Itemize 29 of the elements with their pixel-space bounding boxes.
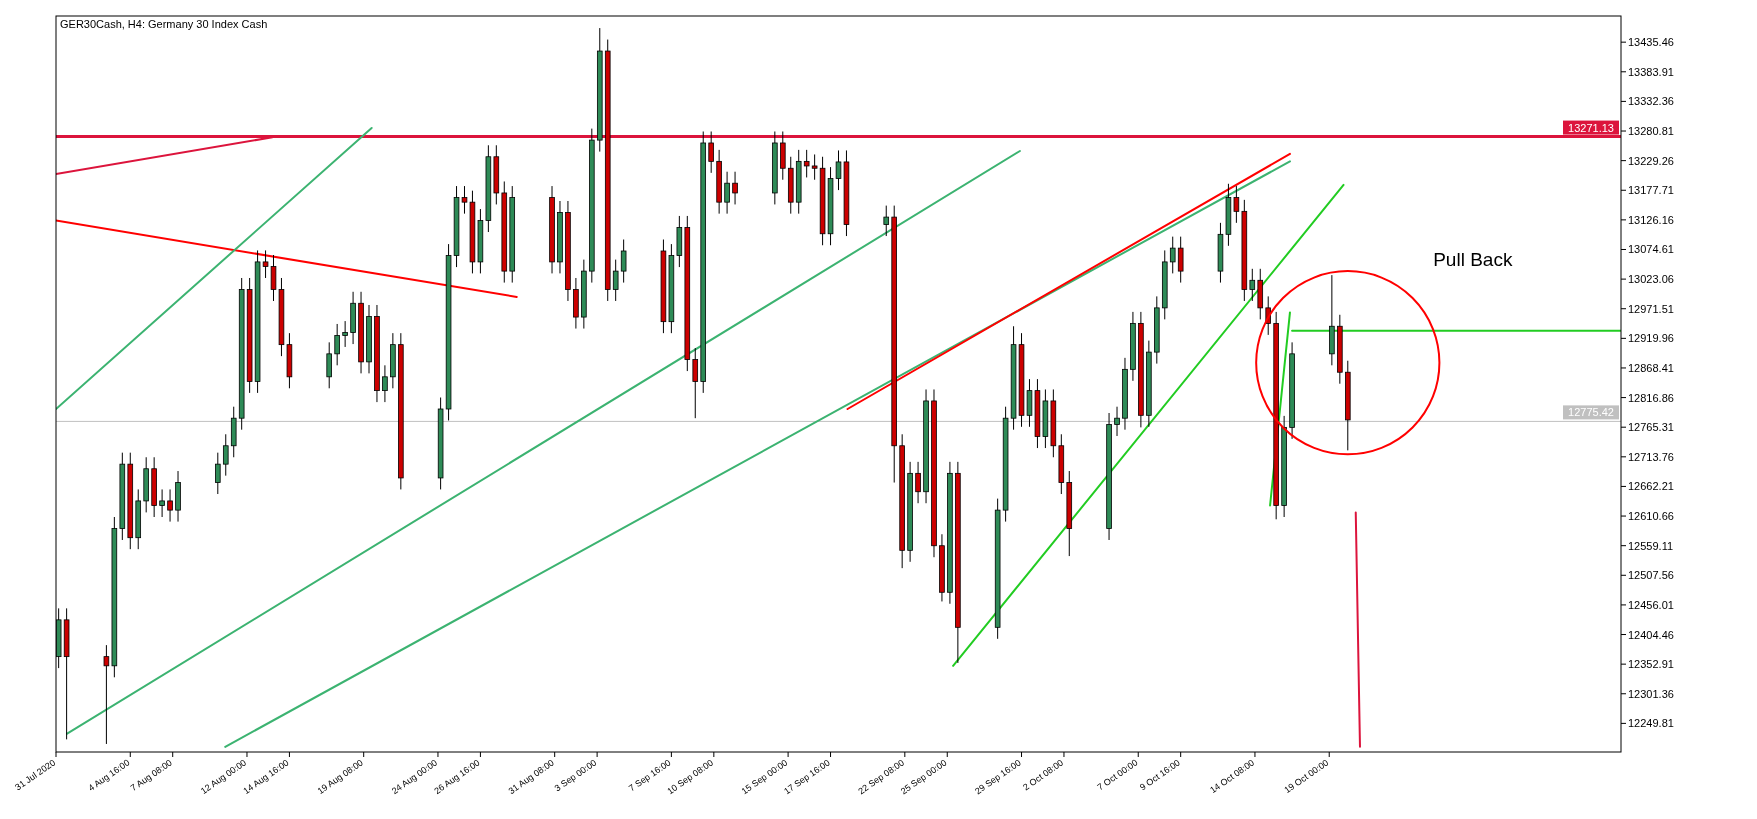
ref-line-label: 12775.42 bbox=[1568, 406, 1614, 419]
annotation: Pull Back bbox=[1433, 249, 1513, 271]
chart-title: GER30Cash, H4: Germany 30 Index Cash bbox=[60, 18, 268, 30]
y-tick-label: 12919.96 bbox=[1628, 332, 1674, 345]
y-tick-label: 13435.46 bbox=[1628, 36, 1674, 49]
y-tick-label: 12249.81 bbox=[1628, 717, 1674, 730]
y-tick-label: 12816.86 bbox=[1628, 391, 1674, 404]
y-tick-label: 13126.16 bbox=[1628, 213, 1674, 226]
y-tick-label: 13229.26 bbox=[1628, 154, 1674, 167]
y-tick-label: 13332.36 bbox=[1628, 95, 1674, 108]
x-tick-label: 31 Jul 2020 bbox=[13, 757, 58, 793]
y-tick-label: 12971.51 bbox=[1628, 302, 1674, 315]
y-tick-label: 12610.66 bbox=[1628, 510, 1674, 523]
y-tick-label: 12456.01 bbox=[1628, 598, 1674, 611]
y-tick-label: 13280.81 bbox=[1628, 125, 1674, 138]
y-tick-label: 12404.46 bbox=[1628, 628, 1674, 641]
y-tick-label: 12765.31 bbox=[1628, 421, 1674, 434]
y-tick-label: 12868.41 bbox=[1628, 361, 1674, 374]
y-tick-label: 12352.91 bbox=[1628, 658, 1674, 671]
y-tick-label: 12559.11 bbox=[1628, 539, 1674, 552]
ref-line-label: 13271.13 bbox=[1568, 121, 1614, 134]
y-tick-label: 12507.56 bbox=[1628, 569, 1674, 582]
y-tick-label: 13074.61 bbox=[1628, 243, 1674, 256]
y-tick-label: 13383.91 bbox=[1628, 65, 1674, 78]
y-tick-label: 13023.06 bbox=[1628, 273, 1674, 286]
y-tick-label: 12301.36 bbox=[1628, 687, 1674, 700]
y-tick-label: 12713.76 bbox=[1628, 450, 1674, 463]
y-tick-label: 13177.71 bbox=[1628, 184, 1674, 197]
y-tick-label: 12662.21 bbox=[1628, 480, 1674, 493]
